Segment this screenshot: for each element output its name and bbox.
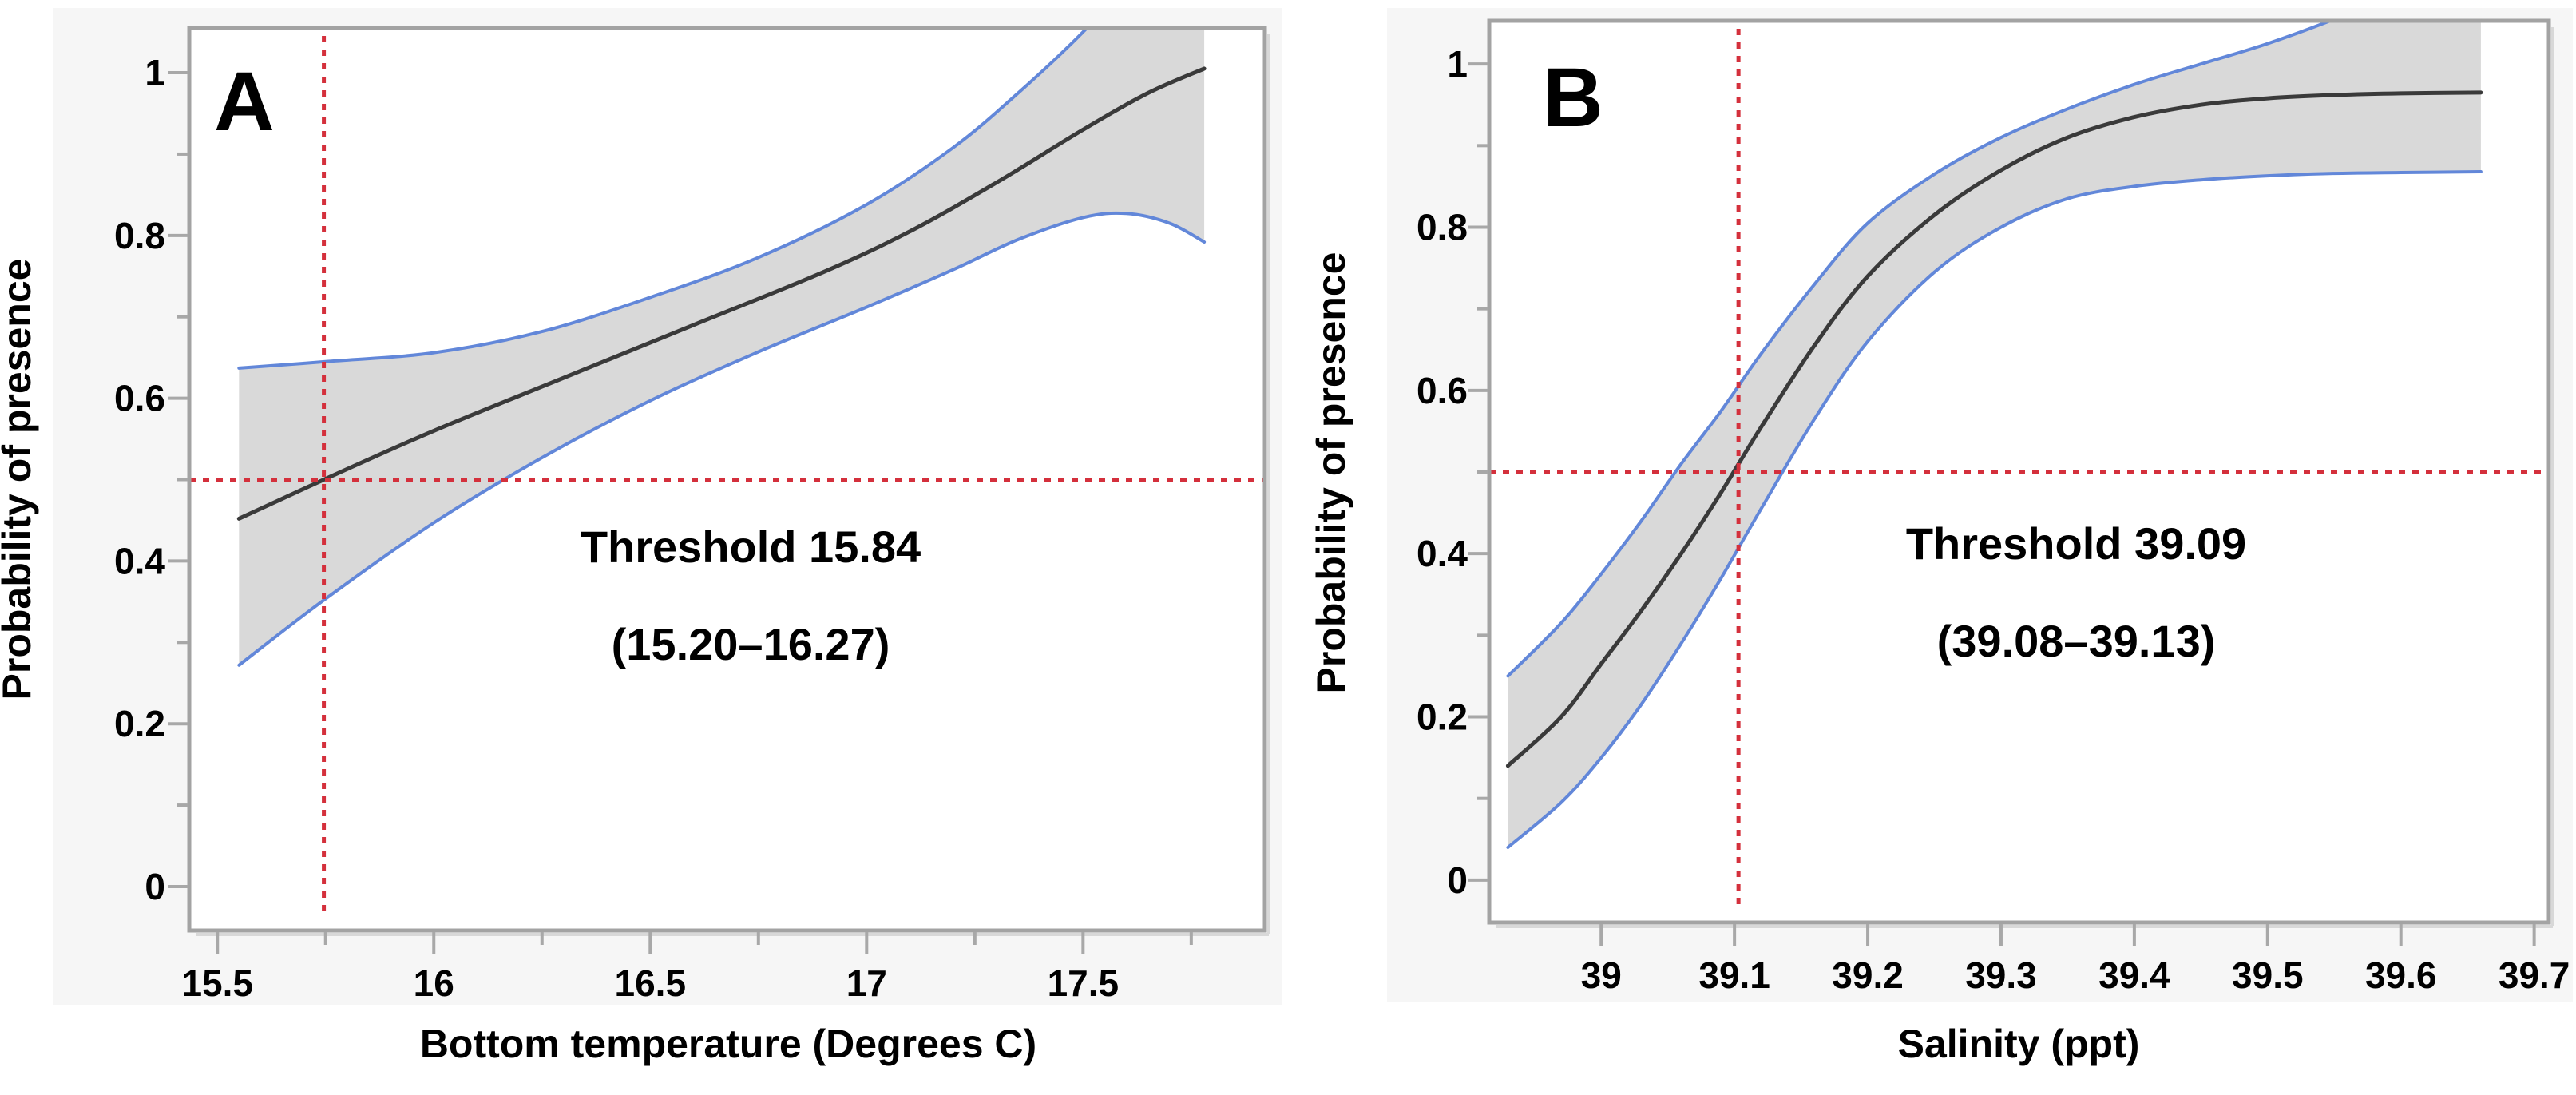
y-axis-title-a: Probability of presence [0,259,39,700]
y-axis-tick-label: 0.6 [1417,370,1468,411]
ci-lower-line [1506,170,2483,849]
x-axis-title-a: Bottom temperature (Degrees C) [420,1022,1036,1066]
threshold-annotation-line2-a: (15.20–16.27) [612,619,890,669]
y-axis-tick-label: 0.8 [114,215,165,256]
ci-upper-line [237,30,1088,370]
confidence-band [239,30,1205,665]
plot-frame [187,26,1267,933]
y-axis-tick-label: 0.6 [114,378,165,419]
panel-letter-a: A [214,55,275,149]
x-axis-tick-label: 39.1 [1698,954,1770,996]
mean-response-line [1505,90,2483,768]
plot-frame [1487,18,2551,925]
x-axis-tick-label: 39.3 [1965,954,2037,996]
y-axis-tick-label: 0.4 [114,540,165,581]
panel-letter-b: B [1543,51,1603,145]
threshold-annotation-line1-b: Threshold 39.09 [1906,518,2246,569]
x-axis-tick-label: 39.4 [2098,954,2170,996]
curves-group [236,30,1207,667]
confidence-band [1508,22,2481,847]
x-axis-tick-label: 39.7 [2499,954,2570,996]
y-axis-tick-label: 0 [145,866,165,907]
threshold-annotation-line2-b: (39.08–39.13) [1937,616,2216,666]
y-axis-tick-label: 0.2 [114,703,165,744]
curves-group [1505,22,2483,849]
y-axis-tick-label: 0.2 [1417,696,1468,738]
x-axis-tick-label: 17 [846,962,887,1004]
x-axis-tick-label: 16 [414,962,454,1004]
x-axis-tick-label: 15.5 [181,962,253,1004]
x-axis-tick-label: 39.2 [1832,954,1904,996]
x-axis-tick-label: 16.5 [615,962,687,1004]
y-axis-tick-label: 1 [145,52,165,93]
x-axis-tick-label: 39.6 [2365,954,2437,996]
y-axis-tick-label: 1 [1447,43,1468,85]
y-axis-tick-label: 0.4 [1417,533,1468,574]
panel-a-generated: 15.5 16 16.5 17 17.5 0 0.2 0.4 0.6 0.8 1 [53,8,1282,1005]
y-axis-title-b: Probability of presence [1309,252,1353,694]
x-axis-title-b: Salinity (ppt) [1898,1022,2140,1066]
panel-a-chart: 15.5 16 16.5 17 17.5 0 0.2 0.4 0.6 0.8 1 A Thresho… [0,8,1282,1066]
ci-upper-line [1506,22,2331,678]
mean-response-line [236,66,1207,521]
panel-b-generated: 39 39.1 39.2 39.3 39.4 39.5 39.6 39.7 0 0.2 0.4 0.6… [1387,8,2573,1002]
y-axis-tick-label: 0.8 [1417,206,1468,248]
x-axis-tick-label: 17.5 [1048,962,1120,1004]
panel-b-chart: 39 39.1 39.2 39.3 39.4 39.5 39.6 39.7 0 0.2 0.4 0.6… [1309,8,2573,1066]
threshold-annotation-line1-a: Threshold 15.84 [581,522,921,572]
x-axis-tick-label: 39.5 [2232,954,2304,996]
x-axis-tick-label: 39 [1581,954,1622,996]
y-axis-tick-label: 0 [1447,859,1468,901]
ci-lower-line [237,211,1207,667]
